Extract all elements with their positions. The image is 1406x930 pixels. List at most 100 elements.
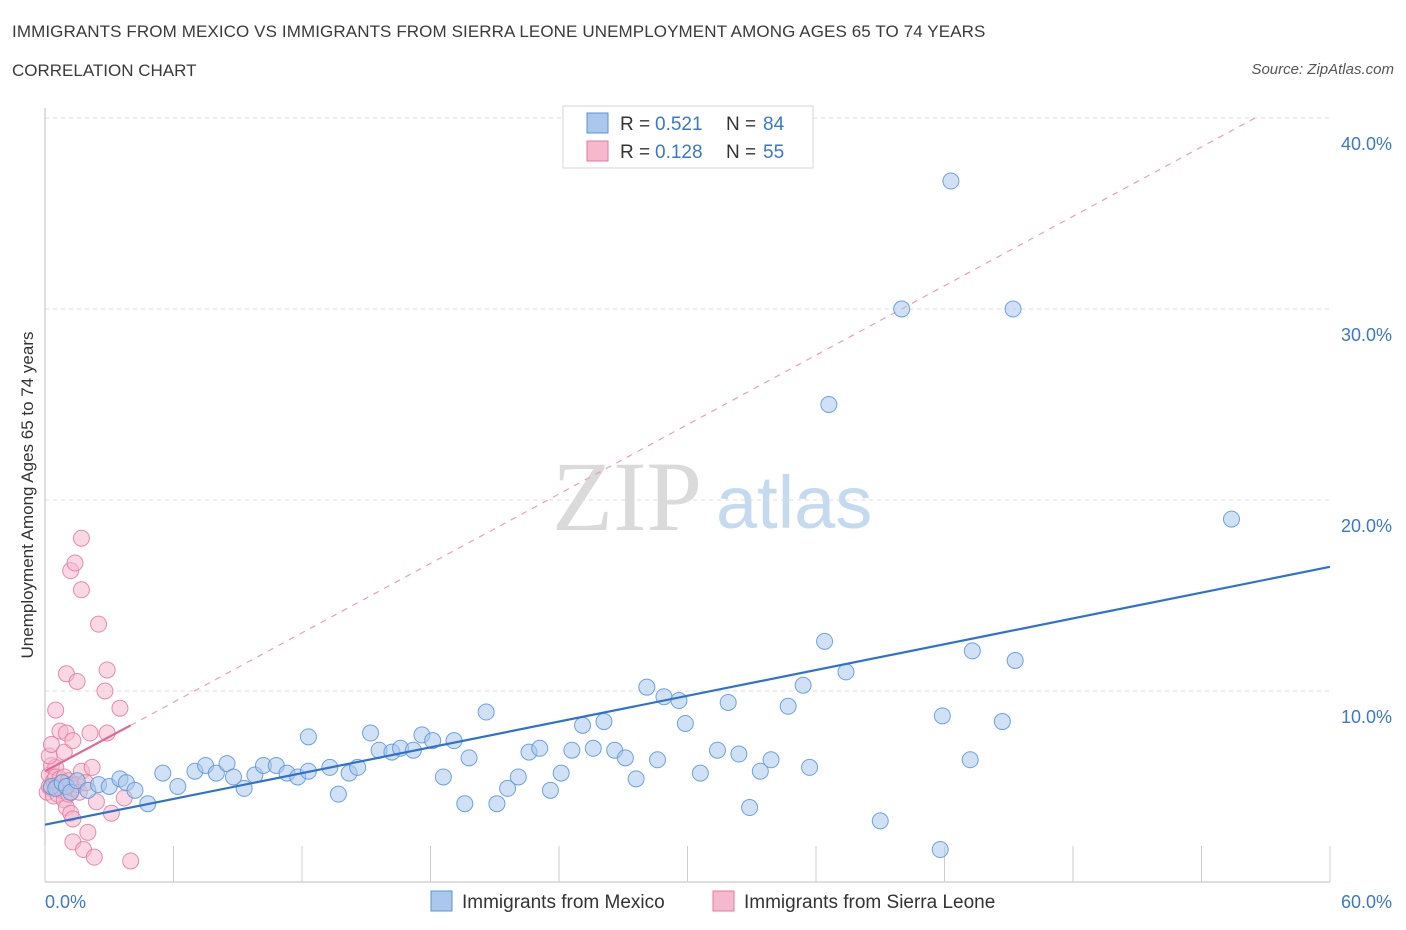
series-sierra-leone-points <box>38 529 140 870</box>
y-tick-label-30: 30.0% <box>1341 325 1392 345</box>
mexico-point-64 <box>708 741 726 759</box>
mexico-point-5 <box>68 772 86 790</box>
bottom-legend-swatch-mexico <box>430 890 453 912</box>
y-tick-label-20: 20.0% <box>1341 516 1392 536</box>
mexico-point-17 <box>207 764 225 782</box>
mexico-point-44 <box>488 795 506 813</box>
sierra-leone-point-26 <box>42 735 60 753</box>
mexico-point-43 <box>477 703 495 721</box>
bottom-legend: Immigrants from Mexico Immigrants from S… <box>430 890 995 913</box>
mexico-point-39 <box>434 768 452 786</box>
mexico-point-11 <box>126 781 144 799</box>
mexico-point-29 <box>329 785 347 803</box>
y-tick-labels: 10.0% 20.0% 30.0% 40.0% <box>1341 134 1392 727</box>
sierra-leone-point-54 <box>111 699 129 717</box>
sierra-leone-point-39 <box>72 529 90 547</box>
watermark-zip: ZIP <box>552 441 702 552</box>
mexico-point-82 <box>963 642 981 660</box>
sierra-leone-point-45 <box>81 724 99 742</box>
mexico-point-81 <box>961 751 979 769</box>
mexico-point-62 <box>676 714 694 732</box>
mexico-point-52 <box>574 716 592 734</box>
mexico-point-53 <box>584 739 602 757</box>
mexico-point-78 <box>931 841 949 859</box>
legend-r-value-sierra-leone: 0.128 <box>655 142 703 163</box>
mexico-point-84 <box>1004 300 1022 318</box>
mexico-point-48 <box>531 739 549 757</box>
mexico-point-38 <box>424 732 442 750</box>
mexico-point-32 <box>362 724 380 742</box>
mexico-point-71 <box>794 676 812 694</box>
mexico-point-67 <box>741 799 759 817</box>
mexico-point-50 <box>552 764 570 782</box>
legend-r-label-mexico: R = <box>620 114 650 135</box>
sierra-leone-point-40 <box>72 581 90 599</box>
sierra-leone-point-49 <box>90 615 108 633</box>
mexico-point-75 <box>820 396 838 413</box>
mexico-point-42 <box>460 749 478 767</box>
sierra-leone-point-48 <box>87 793 105 811</box>
legend-n-value-mexico: 84 <box>763 114 785 135</box>
mexico-point-13 <box>154 764 172 782</box>
mexico-point-77 <box>893 300 911 318</box>
mexico-point-86 <box>1222 510 1240 528</box>
mexico-point-80 <box>942 172 960 190</box>
y-axis-label: Unemployment Among Ages 65 to 74 years <box>18 332 37 659</box>
y-tick-label-10: 10.0% <box>1341 707 1392 727</box>
sierra-leone-point-51 <box>98 661 116 679</box>
mexico-point-59 <box>649 751 667 769</box>
source-label: Source: ZipAtlas.com <box>1251 61 1394 78</box>
mexico-point-68 <box>751 762 769 780</box>
trend-lines <box>44 565 1331 826</box>
mexico-point-45 <box>499 779 517 797</box>
bottom-legend-swatch-sierra-leone <box>712 890 735 912</box>
sierra-leone-point-44 <box>79 823 97 841</box>
legend-n-value-sierra-leone: 55 <box>763 142 784 163</box>
watermark-atlas: atlas <box>716 461 872 544</box>
mexico-point-61 <box>670 692 688 710</box>
sierra-leone-point-50 <box>96 682 114 700</box>
mexico-point-65 <box>719 693 737 711</box>
sierra-leone-point-35 <box>66 554 84 572</box>
mexico-point-85 <box>1006 651 1024 669</box>
legend-r-label-sierra-leone: R = <box>620 142 650 163</box>
reference-diagonal-line <box>130 117 1256 726</box>
bottom-legend-label-mexico: Immigrants from Mexico <box>462 892 665 913</box>
y-tick-label-40: 40.0% <box>1341 134 1392 154</box>
mexico-point-66 <box>730 745 748 763</box>
legend-n-label-sierra-leone: N = <box>726 142 756 163</box>
mexico-point-83 <box>993 713 1011 731</box>
x-ticks <box>44 846 1331 882</box>
x-tick-label-max: 60.0% <box>1341 892 1392 912</box>
legend-swatch-sierra-leone <box>586 140 609 162</box>
trend-line-mexico <box>44 565 1331 826</box>
mexico-point-54 <box>595 713 613 731</box>
sierra-leone-point-56 <box>122 852 140 870</box>
mexico-point-69 <box>762 751 780 769</box>
mexico-point-73 <box>816 632 834 650</box>
series-mexico-points <box>42 172 1240 859</box>
mexico-point-51 <box>563 741 581 759</box>
x-tick-label-min: 0.0% <box>45 892 86 912</box>
bottom-legend-label-sierra-leone: Immigrants from Sierra Leone <box>744 892 995 913</box>
mexico-point-49 <box>541 781 559 799</box>
legend-n-label-mexico: N = <box>726 114 756 135</box>
sierra-leone-point-47 <box>85 848 103 866</box>
sierra-leone-point-27 <box>47 701 65 719</box>
sierra-leone-point-33 <box>64 732 82 750</box>
mexico-point-46 <box>509 768 527 786</box>
reference-diagonal <box>130 117 1256 726</box>
mexico-point-70 <box>779 697 797 715</box>
mexico-point-14 <box>169 778 187 795</box>
mexico-point-72 <box>801 758 819 776</box>
mexico-point-19 <box>224 768 242 786</box>
mexico-point-63 <box>691 764 709 782</box>
mexico-point-56 <box>616 749 634 767</box>
legend-swatch-mexico <box>586 112 609 134</box>
mexico-point-57 <box>627 770 645 788</box>
mexico-point-58 <box>638 678 656 696</box>
mexico-point-76 <box>871 812 889 830</box>
trend-line-sierra-leone <box>44 724 132 773</box>
chart-subtitle: CORRELATION CHART <box>12 61 197 80</box>
